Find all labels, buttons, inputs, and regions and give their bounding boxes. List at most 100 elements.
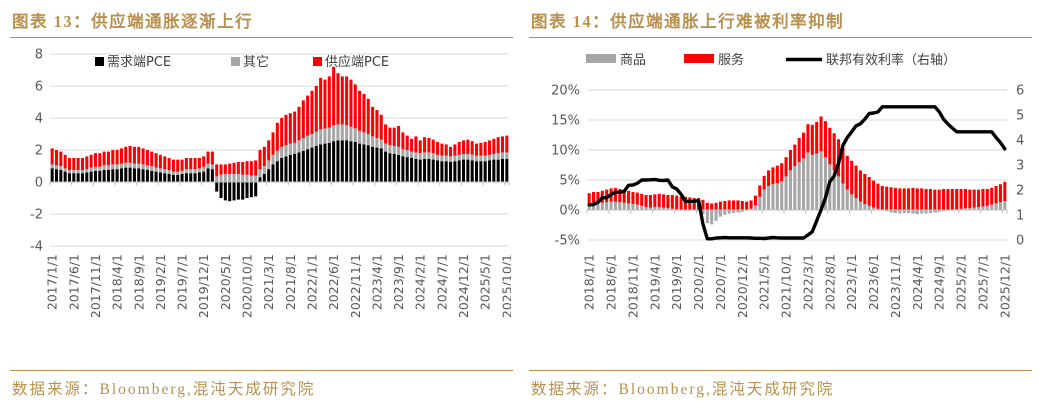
legend-swatch	[313, 57, 322, 66]
svg-text:2022/11/1: 2022/11/1	[348, 254, 363, 318]
svg-text:2025/12/1: 2025/12/1	[997, 254, 1012, 318]
svg-text:2024/4/1: 2024/4/1	[910, 254, 925, 310]
legend-label: 商品	[620, 53, 646, 68]
svg-text:-4: -4	[30, 240, 43, 255]
svg-text:2022/8/1: 2022/8/1	[822, 254, 837, 310]
svg-text:15%: 15%	[551, 114, 580, 129]
figure-14-title: 图表 14：供应端通胀上行难被利率抑制	[529, 6, 1032, 38]
svg-text:2019/2/1: 2019/2/1	[153, 254, 168, 310]
gridlines	[587, 89, 1007, 241]
svg-text:2019/4/1: 2019/4/1	[647, 254, 662, 310]
svg-text:2024/7/1: 2024/7/1	[434, 254, 449, 310]
bar-series	[50, 140, 509, 202]
svg-text:2025/5/1: 2025/5/1	[478, 254, 493, 310]
legend: 商品 服务 联邦有效利率（右轴）	[586, 52, 956, 68]
svg-text:-5%: -5%	[555, 234, 580, 249]
svg-text:2018/1/1: 2018/1/1	[582, 254, 597, 310]
svg-text:2018/6/1: 2018/6/1	[604, 254, 619, 310]
x-axis-labels: 2017/1/1 2017/6/1 2017/11/1 2018/4/1 2018/9/…	[45, 254, 511, 318]
svg-text:2024/12/1: 2024/12/1	[456, 254, 471, 318]
svg-text:2025/7/1: 2025/7/1	[975, 254, 990, 310]
y-axis-labels: -4 -2 0 2 4 6 8	[30, 48, 43, 255]
y-axis-right-labels: 0 1 2 3 4 5 6	[1016, 84, 1024, 249]
svg-text:2025/10/1: 2025/10/1	[499, 254, 511, 318]
svg-text:0%: 0%	[559, 204, 580, 219]
svg-text:2020/2/1: 2020/2/1	[691, 254, 706, 310]
svg-text:0: 0	[35, 176, 43, 191]
svg-text:2021/5/1: 2021/5/1	[757, 254, 772, 310]
svg-text:3: 3	[1016, 159, 1024, 174]
svg-text:2017/1/1: 2017/1/1	[45, 254, 60, 310]
legend-swatch	[231, 57, 240, 66]
report-figures-row: 图表 13：供应端通胀逐渐上行 -4 -2 0 2 4 6 8 2017/1/1 2017/6/…	[0, 0, 1038, 399]
svg-text:20%: 20%	[551, 84, 580, 99]
chart-13-stacked-bar: -4 -2 0 2 4 6 8 2017/1/1 2017/6/1 2017/11/1 2018/4…	[30, 48, 511, 319]
svg-text:2021/3/1: 2021/3/1	[261, 254, 276, 310]
svg-text:2020/7/1: 2020/7/1	[713, 254, 728, 310]
y-axis-labels: -5% 0% 5% 10% 15% 20%	[551, 84, 580, 249]
panel-left: 图表 13：供应端通胀逐渐上行 -4 -2 0 2 4 6 8 2017/1/1 2017/6/…	[0, 0, 519, 399]
legend: 需求端PCE 其它 供应端PCE	[95, 54, 389, 70]
svg-text:5: 5	[1016, 109, 1024, 124]
svg-text:2023/11/1: 2023/11/1	[888, 254, 903, 318]
legend-label: 供应端PCE	[325, 54, 389, 70]
svg-text:4: 4	[1016, 134, 1024, 149]
x-axis	[586, 209, 1008, 214]
svg-text:2018/9/1: 2018/9/1	[131, 254, 146, 310]
figure-13-source: 数据来源：Bloomberg,混沌天成研究院	[10, 370, 513, 399]
svg-text:2023/6/1: 2023/6/1	[866, 254, 881, 310]
svg-text:2: 2	[1016, 184, 1024, 199]
legend-label: 联邦有效利率（右轴）	[826, 52, 956, 68]
legend-bar-swatch	[586, 54, 616, 63]
bars	[587, 116, 1007, 225]
fed-funds-line	[587, 105, 1007, 241]
svg-text:2025/2/1: 2025/2/1	[954, 254, 969, 310]
svg-text:2024/9/1: 2024/9/1	[932, 254, 947, 310]
svg-text:2022/1/1: 2022/1/1	[305, 254, 320, 310]
svg-text:2017/11/1: 2017/11/1	[88, 254, 103, 318]
svg-text:2022/6/1: 2022/6/1	[326, 254, 341, 310]
svg-text:8: 8	[35, 48, 43, 63]
legend-label: 服务	[718, 52, 744, 68]
svg-text:2021/8/1: 2021/8/1	[283, 254, 298, 310]
legend-swatch	[95, 57, 104, 66]
svg-text:2023/9/1: 2023/9/1	[391, 254, 406, 310]
panel-right: 图表 14：供应端通胀上行难被利率抑制 -5% 0% 5% 10% 15% 20% 0 1 2 3…	[519, 0, 1038, 399]
legend-bar-swatch	[684, 54, 714, 63]
svg-text:2019/9/1: 2019/9/1	[669, 254, 684, 310]
svg-text:2019/12/1: 2019/12/1	[196, 254, 211, 318]
bar-series	[50, 124, 509, 182]
x-axis-labels: 2018/1/1 2018/6/1 2018/11/1 2019/4/1 2019/9/…	[582, 254, 1013, 318]
svg-text:2017/6/1: 2017/6/1	[66, 254, 81, 310]
svg-text:2024/2/1: 2024/2/1	[413, 254, 428, 310]
svg-text:2020/5/1: 2020/5/1	[218, 254, 233, 310]
bars	[50, 66, 509, 202]
legend-label: 需求端PCE	[107, 55, 171, 70]
bar-series	[587, 116, 1007, 210]
figure-13-title: 图表 13：供应端通胀逐渐上行	[10, 6, 513, 38]
svg-text:2023/4/1: 2023/4/1	[369, 254, 384, 310]
bar-series	[50, 66, 509, 177]
gridlines	[50, 53, 509, 247]
svg-text:2019/7/1: 2019/7/1	[175, 254, 190, 310]
svg-text:0: 0	[1016, 234, 1024, 249]
svg-text:2021/10/1: 2021/10/1	[779, 254, 794, 318]
svg-text:1: 1	[1016, 209, 1024, 224]
svg-text:-2: -2	[30, 208, 43, 223]
svg-text:2020/12/1: 2020/12/1	[735, 254, 750, 318]
bar-series	[587, 151, 1007, 225]
svg-text:2022/3/1: 2022/3/1	[800, 254, 815, 310]
svg-text:5%: 5%	[559, 174, 580, 189]
svg-text:4: 4	[35, 112, 43, 127]
svg-text:2018/11/1: 2018/11/1	[625, 254, 640, 318]
svg-text:2: 2	[35, 144, 43, 159]
legend-label: 其它	[243, 54, 269, 70]
x-axis	[49, 181, 510, 186]
svg-text:10%: 10%	[551, 144, 580, 159]
svg-text:6: 6	[35, 80, 43, 95]
figure-14-source: 数据来源：Bloomberg,混沌天成研究院	[529, 370, 1032, 399]
svg-text:2023/1/1: 2023/1/1	[844, 254, 859, 310]
svg-text:2018/4/1: 2018/4/1	[110, 254, 125, 310]
svg-text:2020/10/1: 2020/10/1	[240, 254, 255, 318]
